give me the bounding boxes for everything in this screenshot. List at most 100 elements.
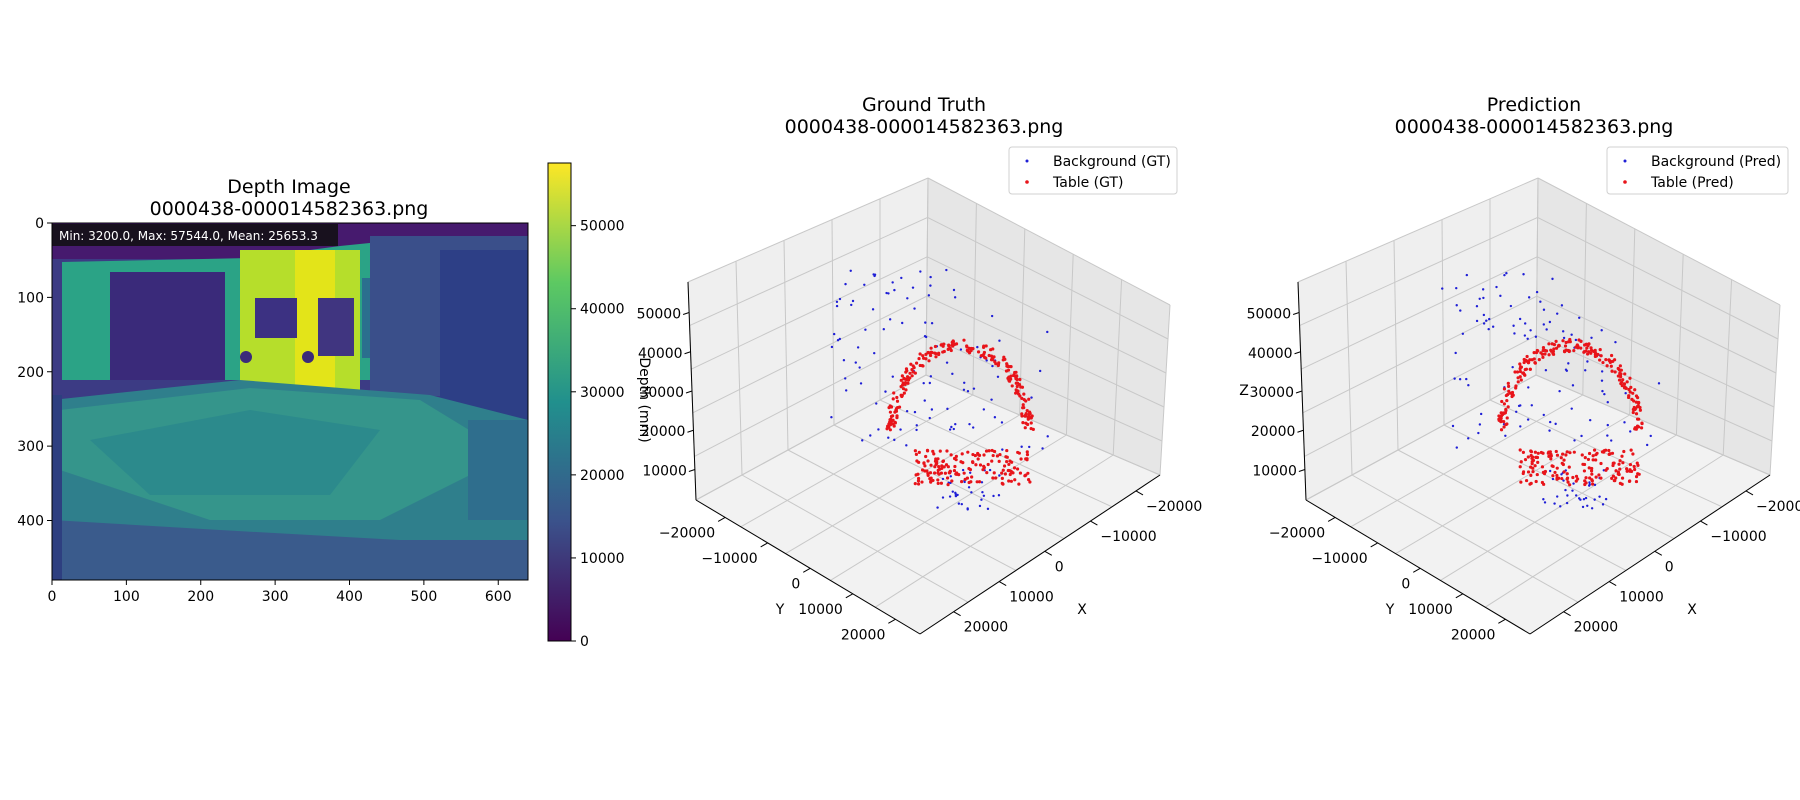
- grid-line: [1065, 254, 1074, 436]
- x-tick: [1745, 490, 1754, 496]
- background-point: [1529, 329, 1532, 332]
- background-point: [1570, 333, 1573, 336]
- background-point: [1481, 288, 1485, 291]
- table-point: [977, 480, 982, 484]
- table-point: [952, 468, 957, 473]
- background-point: [858, 366, 861, 369]
- depth-y-tick-label: 400: [17, 514, 44, 530]
- legend-label-table: Table (Pred): [1650, 175, 1734, 191]
- table-point: [982, 453, 986, 457]
- table-point: [979, 354, 983, 358]
- table-point: [1555, 473, 1559, 478]
- table-point: [1024, 457, 1028, 461]
- grid-line: [1397, 449, 1627, 571]
- table-point: [1505, 416, 1509, 420]
- table-point: [1528, 358, 1532, 362]
- table-point: [1554, 339, 1558, 343]
- background-point: [941, 496, 945, 499]
- table-point: [1589, 469, 1594, 473]
- y-tick-label: −10000: [1311, 551, 1367, 567]
- z-tick: [688, 469, 696, 472]
- table-point: [1631, 407, 1635, 412]
- x-tick: [1700, 520, 1708, 526]
- table-point: [1526, 470, 1531, 474]
- table-point: [930, 350, 934, 355]
- table-point: [1563, 344, 1568, 348]
- background-point: [873, 274, 876, 278]
- table-point: [983, 355, 987, 360]
- table-point: [1502, 402, 1506, 406]
- legend-label-table: Table (GT): [1052, 175, 1123, 191]
- background-point: [927, 294, 931, 297]
- table-point: [1637, 417, 1641, 421]
- grid-line: [1351, 474, 1579, 603]
- table-point: [994, 362, 998, 366]
- table-point: [933, 459, 938, 463]
- table-point: [1627, 387, 1631, 392]
- table-point: [1565, 477, 1569, 481]
- x-tick: [998, 581, 1007, 586]
- table-point: [1522, 470, 1526, 474]
- table-point: [997, 361, 1001, 365]
- table-point: [1497, 417, 1501, 421]
- table-point: [1529, 473, 1533, 477]
- table-point: [1607, 358, 1611, 362]
- depth-y-axis: 0 100 200 300 400: [17, 216, 52, 530]
- table-point: [1590, 472, 1594, 476]
- table-point: [942, 465, 946, 469]
- background-point: [1593, 483, 1597, 487]
- table-point: [1562, 458, 1566, 462]
- table-point: [1585, 346, 1589, 350]
- table-point: [1523, 373, 1527, 377]
- background-point: [1570, 407, 1573, 410]
- background-point: [948, 428, 952, 431]
- table-point: [1007, 375, 1011, 379]
- table-point: [1513, 370, 1517, 374]
- table-point: [1541, 470, 1546, 474]
- background-point: [1515, 410, 1518, 413]
- table-point: [1005, 459, 1009, 464]
- panel2-title-line1: Ground Truth: [862, 94, 986, 116]
- z-tick-label: 10000: [642, 463, 687, 479]
- z-tick: [1298, 469, 1306, 472]
- table-point: [917, 450, 921, 454]
- table-point: [1554, 449, 1558, 454]
- background-point: [844, 389, 848, 392]
- table-point: [1003, 357, 1007, 361]
- background-point: [968, 471, 972, 474]
- table-point: [1524, 478, 1529, 483]
- table-point: [1633, 388, 1637, 392]
- table-point: [902, 376, 906, 380]
- background-point: [959, 348, 963, 351]
- table-point: [1505, 398, 1509, 403]
- table-point: [1594, 453, 1598, 457]
- x-tick: [953, 611, 961, 617]
- table-point: [1535, 455, 1539, 459]
- grid-line: [740, 394, 974, 528]
- table-point: [1571, 475, 1575, 480]
- background-point: [923, 334, 927, 338]
- table-point: [1552, 343, 1557, 347]
- y-axis-line: [1305, 499, 1531, 635]
- table-point: [951, 344, 955, 348]
- background-point: [1574, 338, 1578, 342]
- table-point: [1599, 461, 1603, 466]
- background-point: [953, 296, 957, 299]
- table-point: [893, 420, 897, 424]
- table-point: [978, 463, 983, 467]
- table-point: [1535, 348, 1539, 353]
- table-point: [1541, 355, 1545, 359]
- table-point: [1561, 339, 1565, 343]
- grid-line: [1629, 228, 1636, 416]
- table-point: [927, 359, 931, 363]
- table-point: [903, 382, 907, 386]
- background-point: [1586, 360, 1589, 363]
- table-point: [1640, 421, 1644, 425]
- background-point: [1560, 304, 1564, 307]
- background-point: [893, 288, 896, 292]
- table-point: [1543, 352, 1547, 356]
- table-point: [1608, 452, 1612, 456]
- table-point: [962, 338, 966, 342]
- table-point: [1519, 378, 1523, 382]
- legend-box: [1606, 146, 1789, 195]
